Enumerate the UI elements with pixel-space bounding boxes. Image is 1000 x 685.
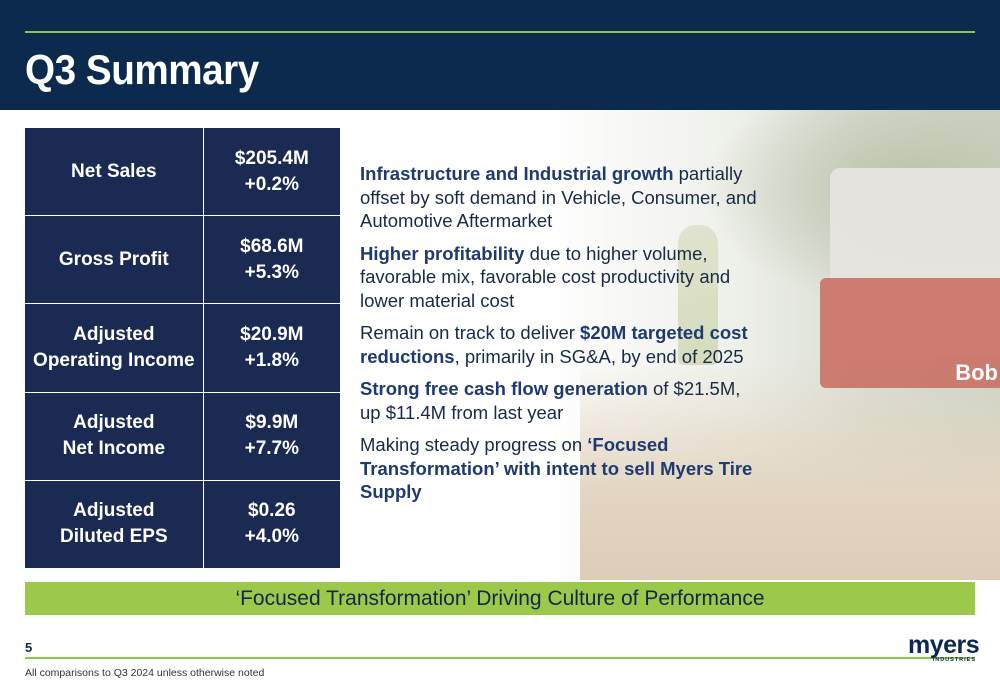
bullet-emphasis-text: $20M targeted cost reductions: [360, 322, 748, 367]
bullet-text: Remain on track to deliver: [360, 322, 581, 343]
metric-row: Gross Profit $68.6M +5.3%: [25, 215, 340, 305]
bullet-emphasis-text: ‘Focused Transformation’ with intent to …: [360, 434, 753, 502]
page-title: Q3 Summary: [25, 46, 259, 93]
summary-bullet: Remain on track to deliver $20M targeted…: [360, 321, 760, 368]
metric-row: Adjusted Operating Income $20.9M +1.8%: [25, 303, 340, 393]
metric-label-line: Net Sales: [71, 160, 157, 182]
metric-label: Adjusted Operating Income: [25, 303, 204, 393]
summary-bullet: Strong free cash flow generation of $21.…: [360, 377, 760, 424]
logo-subtitle: INDUSTRIES: [932, 657, 976, 663]
metric-value-cell: $0.26 +4.0%: [203, 480, 340, 568]
bullet-emphasis-text: Infrastructure and Industrial growth: [360, 163, 674, 184]
photo-worker: [678, 225, 718, 365]
metric-row: Adjusted Net Income $9.9M +7.7%: [25, 392, 340, 481]
metric-label: Gross Profit: [25, 215, 204, 305]
bullet-emphasis-text: Higher profitability: [360, 242, 525, 264]
metric-label-line: Adjusted: [73, 323, 155, 345]
metric-value-cell: $205.4M +0.2%: [203, 128, 340, 217]
footer-divider: [25, 657, 975, 659]
metric-label-line: Operating Income: [33, 349, 195, 371]
bullet-text: Making steady progress on: [360, 434, 588, 455]
header-bar: Q3 Summary: [0, 0, 1000, 110]
metric-value: $9.9M: [245, 412, 299, 434]
metric-label-line: Adjusted: [73, 500, 155, 522]
bullet-text: of $21.5M, up $11.4M from last year: [360, 378, 741, 423]
logo-wordmark: myers: [908, 631, 980, 659]
metric-label: Net Sales: [25, 128, 204, 217]
metric-value-cell: $68.6M +5.3%: [203, 215, 340, 305]
bullet-text: partially offset by soft demand in Vehic…: [360, 163, 757, 231]
metric-value: $68.6M: [240, 235, 304, 257]
company-logo: myers INDUSTRIES: [908, 631, 980, 664]
metric-label-line: Gross Profit: [58, 248, 169, 270]
metric-change: +0.2%: [244, 173, 300, 195]
banner: ‘Focused Transformation’ Driving Culture…: [25, 582, 975, 615]
header-divider: [25, 31, 975, 33]
metric-value: $20.9M: [240, 323, 304, 345]
bullet-text: , primarily in SG&A, by end of 2025: [454, 345, 744, 367]
metric-change: +1.8%: [244, 349, 300, 371]
metric-row: Net Sales $205.4M +0.2%: [25, 128, 340, 217]
metric-change: +5.3%: [244, 261, 300, 283]
summary-bullet: Making steady progress on ‘Focused Trans…: [360, 433, 760, 504]
bullet-emphasis-text: Strong free cash flow generation: [360, 378, 648, 399]
metric-change: +7.7%: [244, 438, 300, 460]
metric-label: Adjusted Net Income: [25, 392, 204, 481]
photo-skid-steer-body: [820, 278, 1000, 388]
metric-value: $205.4M: [234, 147, 309, 169]
metric-label: Adjusted Diluted EPS: [25, 480, 204, 568]
bullet-text: due to higher volume, favorable mix, fav…: [360, 242, 731, 311]
metric-row: Adjusted Diluted EPS $0.26 +4.0%: [25, 480, 340, 568]
metric-value-cell: $9.9M +7.7%: [203, 392, 340, 481]
photo-ground: [580, 360, 1000, 580]
metrics-table: Net Sales $205.4M +0.2% Gross Profit $68.6M +…: [25, 128, 340, 568]
metric-label-line: Adjusted: [73, 412, 155, 434]
metric-label-line: Diluted EPS: [59, 526, 168, 548]
summary-bullet: Infrastructure and Industrial growth par…: [360, 162, 760, 233]
photo-machine-brand-text: Bob: [955, 360, 998, 385]
background-photo: Bob: [340, 110, 1000, 580]
footnote: All comparisons to Q3 2024 unless otherw…: [25, 667, 265, 679]
metric-label-line: Net Income: [62, 438, 166, 460]
summary-bullets: Infrastructure and Industrial growth par…: [360, 162, 760, 513]
metric-value-cell: $20.9M +1.8%: [203, 303, 340, 393]
page-number: 5: [25, 640, 33, 655]
metric-change: +4.0%: [244, 526, 300, 548]
metric-value: $0.26: [248, 500, 296, 522]
summary-bullet: Higher profitability due to higher volum…: [360, 242, 760, 313]
